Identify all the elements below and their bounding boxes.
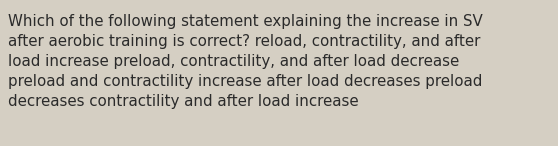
Text: Which of the following statement explaining the increase in SV
after aerobic tra: Which of the following statement explain… [8, 14, 483, 109]
